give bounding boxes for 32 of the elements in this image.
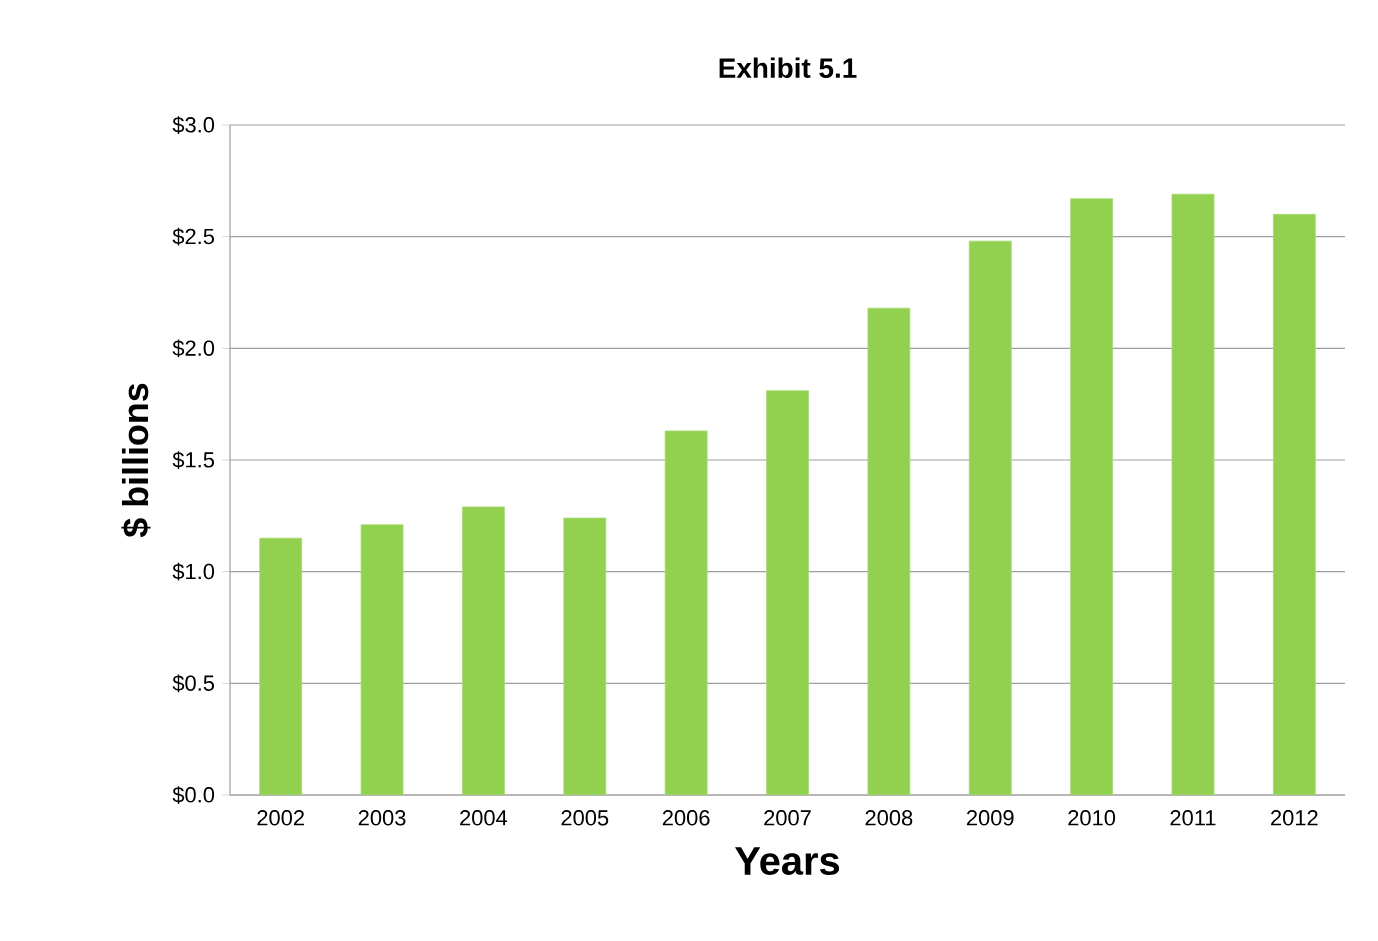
bar (563, 517, 607, 795)
x-tick-label: 2011 (1170, 810, 1216, 826)
y-tick-label: $3.0 (172, 116, 215, 134)
y-tick-label: $0.5 (172, 674, 215, 693)
x-tick-label: 2010 (1068, 810, 1116, 826)
chart-title: Exhibit 5.1 (719, 57, 857, 79)
y-tick-label: $1.5 (172, 451, 215, 469)
bar (968, 240, 1012, 795)
y-tick-label: $1.0 (172, 562, 215, 581)
x-axis-title: Years (735, 847, 840, 876)
x-tick-label: 2004 (460, 810, 508, 826)
x-tick-label: 2003 (358, 810, 406, 826)
x-tick-label: 2006 (662, 810, 710, 826)
y-tick-label: $2.0 (172, 339, 215, 358)
y-tick-label: $0.0 (172, 786, 215, 804)
x-tick-label: 2008 (865, 810, 913, 826)
bar (1070, 198, 1113, 795)
x-tick-label: 2009 (966, 810, 1014, 826)
bar (360, 524, 404, 795)
x-tick-label: 2002 (257, 810, 304, 826)
x-tick-label: 2012 (1271, 810, 1318, 826)
bar (867, 307, 911, 795)
bar (664, 430, 708, 795)
y-axis-title: $ billions (121, 383, 151, 538)
bar (1272, 213, 1316, 795)
y-tick-label: $2.5 (172, 227, 215, 246)
x-tick-label: 2005 (561, 810, 609, 826)
bar (259, 537, 303, 795)
x-tick-label: 2007 (764, 810, 811, 826)
bar (1171, 193, 1215, 795)
bar (462, 506, 505, 795)
bar (766, 390, 809, 795)
